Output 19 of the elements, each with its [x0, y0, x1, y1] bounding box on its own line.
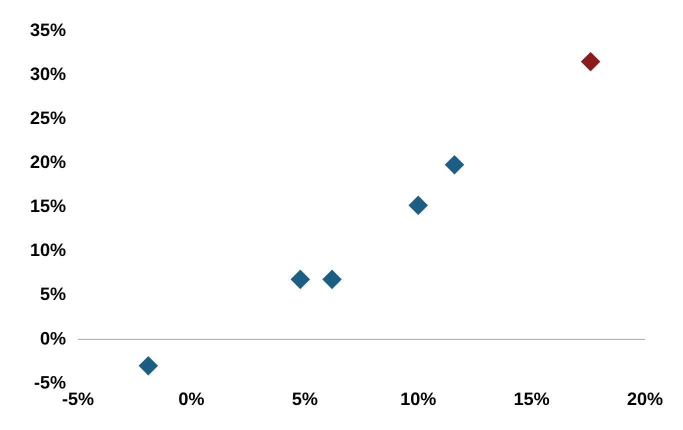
x-tick-label: 15% [514, 389, 550, 410]
point [581, 52, 600, 72]
y-tick-label: 5% [40, 284, 66, 304]
y-tick-label: 10% [30, 240, 66, 260]
x-tick-label: 5% [292, 389, 318, 410]
y-tick-label: 20% [30, 152, 66, 172]
y-tick-label: 15% [30, 196, 66, 216]
y-tick-label: 25% [30, 108, 66, 128]
y-tick-label: 0% [40, 328, 66, 348]
y-tick-label: 30% [30, 64, 66, 84]
x-tick-label: 10% [400, 389, 436, 410]
y-tick-label: 35% [30, 20, 66, 40]
point [138, 356, 158, 376]
x-tick-label: 0% [178, 389, 204, 410]
point [408, 196, 428, 215]
point [444, 155, 464, 174]
x-tick-label: 20% [626, 389, 664, 410]
point [290, 270, 310, 289]
point [322, 270, 342, 289]
